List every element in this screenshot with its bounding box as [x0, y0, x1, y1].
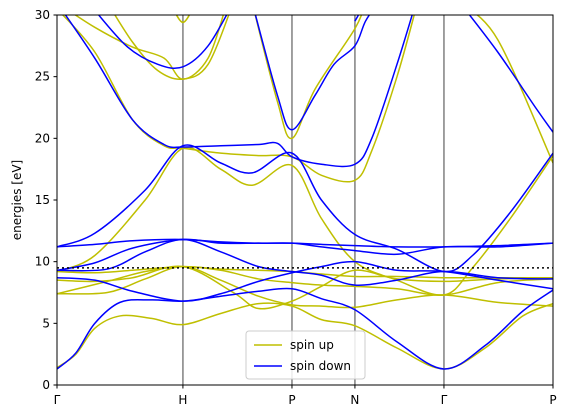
band-line — [254, 15, 371, 131]
y-axis: 0 5 10 15 20 25 30 — [35, 8, 57, 392]
band-line — [476, 15, 553, 164]
band-line — [57, 144, 553, 273]
y-tick-label: 0 — [42, 378, 50, 392]
x-tick-label: H — [178, 393, 187, 407]
y-tick-label: 10 — [35, 255, 50, 269]
band-line — [57, 238, 553, 256]
plot-frame — [56, 14, 554, 386]
x-tick-label: P — [288, 393, 295, 407]
band-line — [114, 15, 230, 81]
y-tick-label: 5 — [42, 316, 50, 330]
kpoint-lines — [182, 15, 445, 385]
band-line — [74, 15, 225, 80]
x-tick-label: Γ — [441, 393, 448, 407]
band-line — [97, 15, 228, 70]
x-tick-label: P — [549, 393, 556, 407]
band-line — [64, 15, 413, 168]
y-tick-label: 15 — [35, 193, 50, 207]
band-line — [57, 146, 553, 296]
band-line — [61, 15, 415, 183]
band-line — [354, 15, 360, 22]
y-axis-label: energies [eV] — [10, 160, 24, 240]
y-tick-label: 25 — [35, 70, 50, 84]
y-tick-label: 20 — [35, 131, 50, 145]
legend-label: spin up — [290, 338, 334, 352]
x-tick-label: N — [350, 393, 359, 407]
band-line — [57, 265, 553, 310]
series-spin-down — [57, 15, 553, 370]
legend-label: spin down — [290, 359, 351, 373]
x-tick-label: Γ — [54, 393, 61, 407]
band-line — [175, 15, 191, 24]
series-spin-up — [57, 15, 553, 370]
band-line — [468, 15, 553, 133]
y-tick-label: 30 — [35, 8, 50, 22]
legend-box — [245, 330, 366, 380]
band-line — [254, 15, 363, 140]
legend: spin up spin down — [245, 330, 366, 380]
series-layer — [57, 15, 553, 370]
band-line — [57, 287, 553, 370]
